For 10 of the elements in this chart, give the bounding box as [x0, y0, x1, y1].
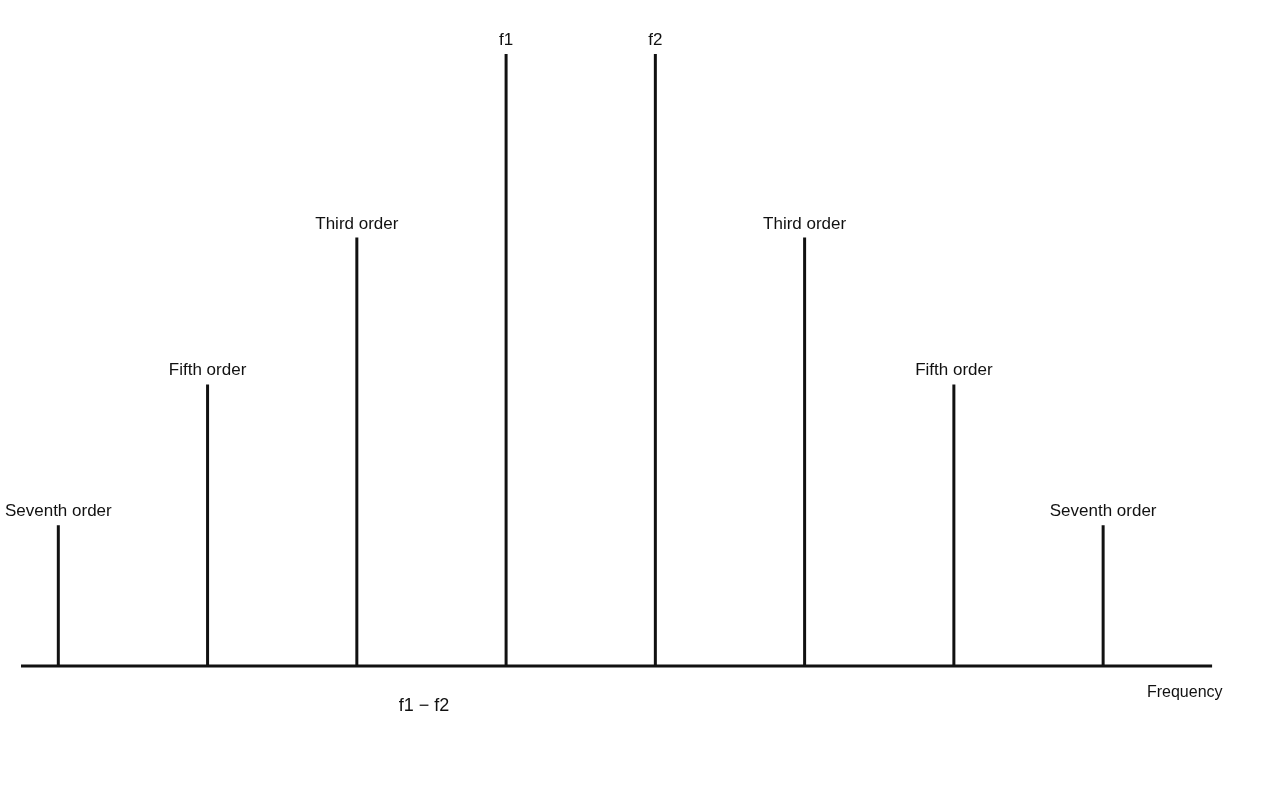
- x-axis-title: Frequency: [1146, 683, 1223, 700]
- annotation: Third order: [763, 213, 847, 233]
- annotation: Seventh order: [1049, 501, 1157, 521]
- annotation: Seventh order: [4, 501, 113, 521]
- annotation: Fifth order: [915, 360, 993, 380]
- annotation: Third order: [315, 213, 399, 233]
- text: f1 − f2: [398, 695, 450, 715]
- annotation: f1: [499, 29, 514, 49]
- annotation: Fifth order: [168, 360, 247, 380]
- annotation: f2: [648, 29, 663, 49]
